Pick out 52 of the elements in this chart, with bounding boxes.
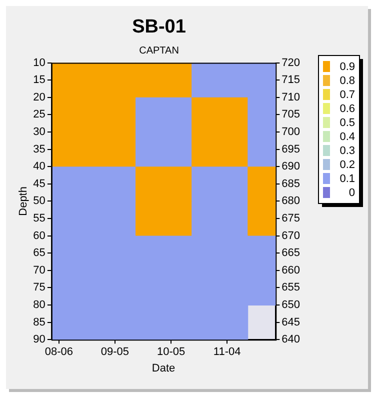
color-bar-label: 0.2 <box>340 159 355 172</box>
y2-tick-label: 690 <box>282 160 300 173</box>
color-bar-label: 0.6 <box>340 103 355 116</box>
y2-tick-label: 710 <box>282 91 300 104</box>
y-tick-label: 35 <box>33 143 46 156</box>
y-tick-label: 60 <box>33 230 46 242</box>
y-tick-label: 70 <box>33 264 46 276</box>
y2-tick-label: 650 <box>282 299 300 312</box>
color-bar-label: 0 <box>348 187 355 200</box>
y2-tick-label: 640 <box>282 334 300 346</box>
y-tick-label: 55 <box>33 212 46 225</box>
y2-tick-label: 645 <box>282 316 300 328</box>
y-tick-label: 50 <box>33 195 46 208</box>
y2-tick-label: 655 <box>282 282 300 294</box>
y-tick-label: 75 <box>33 282 46 294</box>
x-tick-label: 09-05 <box>100 346 130 358</box>
color-bar-label: 0.1 <box>340 173 355 186</box>
y2-tick-label: 685 <box>282 178 300 190</box>
y2-tick-label: 670 <box>282 230 300 242</box>
color-bar-label: 0.5 <box>340 117 355 130</box>
y2-tick-label: 700 <box>282 126 300 138</box>
chart-title: SB-01 <box>132 16 186 38</box>
y-tick-label: 80 <box>33 299 46 312</box>
y-tick-label: 30 <box>33 126 46 138</box>
y-tick-label: 65 <box>33 247 46 260</box>
y-tick-label: 90 <box>33 334 46 346</box>
chart-subtitle: CAPTAN <box>139 46 179 57</box>
y2-tick-label: 660 <box>282 264 300 276</box>
color-bar-label: 0.8 <box>340 75 355 88</box>
y-tick-label: 45 <box>33 178 46 190</box>
color-bar-label: 0.9 <box>340 61 355 74</box>
y2-tick-label: 715 <box>282 74 300 86</box>
y2-tick-label: 695 <box>282 143 300 156</box>
y-tick-label: 10 <box>33 56 46 69</box>
x-tick-label: 11-04 <box>213 346 241 358</box>
y2-tick-label: 680 <box>282 195 300 208</box>
y-tick-label: 25 <box>33 108 46 121</box>
x-tick-label: 08-06 <box>44 346 73 358</box>
color-bar-label: 0.3 <box>340 145 355 158</box>
y-tick-label: 15 <box>33 74 46 86</box>
y-tick-label: 20 <box>33 91 46 104</box>
y-tick-label: 40 <box>33 160 46 173</box>
color-bar-label: 0.7 <box>340 89 355 102</box>
y2-tick-label: 675 <box>282 212 300 225</box>
y-tick-label: 85 <box>33 316 46 328</box>
y2-tick-label: 705 <box>282 108 300 121</box>
x-tick-label: 10-05 <box>156 346 186 358</box>
x-axis-title: Date <box>152 362 176 374</box>
color-bar-label: 0.4 <box>340 131 355 144</box>
y2-tick-label: 665 <box>282 247 300 260</box>
y2-tick-label: 720 <box>282 56 300 69</box>
y-axis-title: Depth <box>18 186 30 216</box>
